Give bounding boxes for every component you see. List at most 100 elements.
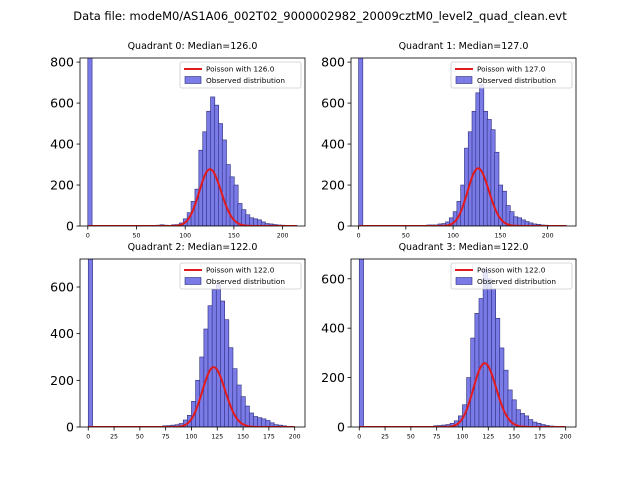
x-tick-label: 0 — [86, 233, 90, 240]
x-tick-label: 150 — [508, 434, 520, 441]
histogram-bar — [491, 288, 497, 427]
histogram-bar — [358, 259, 364, 427]
legend-bar-swatch — [184, 76, 202, 84]
histogram-bar — [528, 419, 534, 427]
subplot-title: Quadrant 0: Median=126.0 — [128, 41, 258, 52]
histogram-bar — [486, 278, 492, 427]
legend-box — [179, 61, 302, 89]
subplot-title: Quadrant 1: Median=127.0 — [399, 41, 529, 52]
x-tick-label: 200 — [560, 434, 572, 441]
y-tick-label: 0 — [66, 219, 74, 234]
legend-label-observed: Observed distribution — [477, 76, 556, 85]
x-tick-label: 200 — [289, 434, 301, 441]
x-tick-label: 75 — [433, 434, 441, 441]
histogram-bar — [495, 317, 501, 427]
histogram-bar — [261, 418, 267, 427]
legend-label-poisson: Poisson with 126.0 — [206, 65, 275, 74]
poisson-curve — [358, 167, 567, 226]
x-tick-label: 25 — [381, 434, 389, 441]
histogram-bar — [519, 413, 525, 427]
histogram-bar — [253, 416, 259, 427]
histogram-bar — [228, 347, 234, 427]
legend-label-poisson: Poisson with 122.0 — [477, 266, 546, 275]
legend: Poisson with 127.0 Observed distribution — [450, 61, 573, 89]
axes-frame — [350, 258, 577, 428]
y-tick-label: 800 — [50, 55, 74, 70]
axes-frame — [79, 57, 306, 227]
legend-label-observed: Observed distribution — [206, 76, 285, 85]
y-tick-label: 400 — [50, 137, 74, 152]
x-tick-label: 50 — [136, 434, 144, 441]
histogram-bar — [87, 58, 93, 226]
poisson-curve — [87, 168, 298, 226]
x-tick-label: 50 — [407, 434, 415, 441]
plot-area — [358, 58, 567, 226]
figure-title: Data file: modeM0/AS1A06_002T02_90000029… — [73, 9, 567, 23]
x-tick-label: 25 — [110, 434, 118, 441]
histogram-bar — [224, 319, 230, 427]
histogram-bar — [482, 268, 488, 427]
x-tick-label: 0 — [357, 233, 361, 240]
legend-bar-swatch — [184, 277, 202, 285]
histogram-bar — [248, 412, 254, 427]
axes-frame — [79, 258, 306, 428]
x-tick-label: 125 — [211, 434, 223, 441]
histogram-bar — [211, 289, 217, 427]
x-tick-label: 100 — [457, 434, 469, 441]
histogram-bar — [524, 415, 530, 427]
y-tick-label: 400 — [321, 137, 345, 152]
x-tick-label: 150 — [494, 233, 506, 240]
histogram-bar — [215, 284, 221, 427]
x-tick-label: 200 — [277, 233, 289, 240]
histogram-bar — [207, 305, 213, 427]
y-tick-label: 400 — [50, 326, 74, 341]
histogram-bar — [220, 300, 226, 427]
y-tick-label: 600 — [321, 96, 345, 111]
legend-box — [450, 262, 573, 290]
legend-bar-swatch — [455, 277, 473, 285]
y-tick-label: 0 — [66, 420, 74, 435]
subplots: Quadrant 0: Median=126.0 0 200 400 600 800 0 50… — [50, 41, 577, 441]
histogram-bar — [499, 347, 505, 427]
x-tick-label: 75 — [162, 434, 170, 441]
subplot-quadrant-2: Quadrant 2: Median=122.0 0 200 400 600 0 25 50 7… — [50, 242, 306, 441]
x-tick-label: 100 — [447, 233, 459, 240]
x-tick-label: 150 — [228, 233, 240, 240]
y-tick-label: 200 — [321, 178, 345, 193]
x-tick-label: 125 — [482, 434, 494, 441]
legend-box — [179, 262, 302, 290]
x-tick-label: 100 — [179, 233, 191, 240]
legend: Poisson with 122.0 Observed distribution — [179, 262, 302, 290]
y-tick-label: 600 — [50, 96, 74, 111]
legend-box — [450, 61, 573, 89]
y-tick-label: 200 — [50, 178, 74, 193]
y-tick-label: 0 — [337, 219, 345, 234]
legend: Poisson with 122.0 Observed distribution — [450, 262, 573, 290]
subplot-quadrant-3: Quadrant 3: Median=122.0 0 200 400 600 0 25 50 7… — [321, 242, 577, 441]
x-tick-label: 100 — [186, 434, 198, 441]
legend: Poisson with 126.0 Observed distribution — [179, 61, 302, 89]
y-tick-label: 400 — [321, 321, 345, 336]
x-tick-label: 150 — [237, 434, 249, 441]
histogram-bar — [478, 298, 484, 427]
subplot-title: Quadrant 2: Median=122.0 — [128, 242, 258, 253]
histogram-bar — [257, 417, 263, 427]
legend-label-poisson: Poisson with 127.0 — [477, 65, 546, 74]
y-tick-label: 600 — [321, 271, 345, 286]
subplot-quadrant-1: Quadrant 1: Median=127.0 0 200 400 600 800 0 50… — [321, 41, 577, 240]
x-tick-label: 175 — [534, 434, 546, 441]
y-tick-label: 200 — [50, 373, 74, 388]
plot-area — [87, 58, 298, 226]
legend-label-observed: Observed distribution — [206, 277, 285, 286]
legend-bar-swatch — [455, 76, 473, 84]
histogram-bar — [244, 405, 250, 427]
axes-frame — [350, 57, 577, 227]
y-tick-label: 0 — [337, 420, 345, 435]
y-tick-label: 200 — [321, 370, 345, 385]
x-tick-label: 50 — [133, 233, 141, 240]
plot-area — [87, 259, 295, 427]
x-tick-label: 0 — [86, 434, 90, 441]
x-tick-label: 175 — [263, 434, 275, 441]
legend-label-observed: Observed distribution — [477, 277, 556, 286]
